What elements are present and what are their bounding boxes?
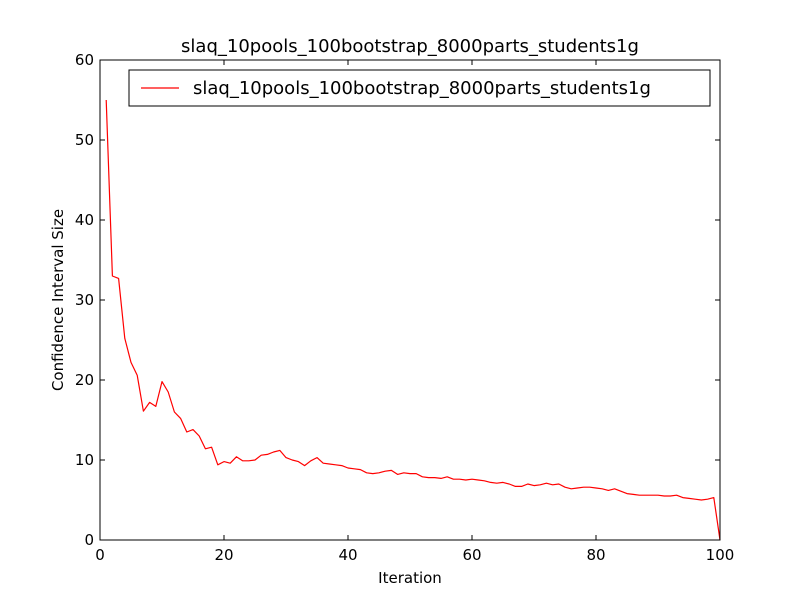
y-tick-label: 20 bbox=[75, 371, 94, 389]
x-tick-label: 40 bbox=[338, 546, 357, 564]
legend-entry-label: slaq_10pools_100bootstrap_8000parts_stud… bbox=[193, 78, 651, 99]
series-layer bbox=[105, 99, 721, 541]
x-tick-label: 100 bbox=[706, 546, 735, 564]
y-tick-label: 40 bbox=[75, 211, 94, 229]
y-tick-label: 30 bbox=[75, 291, 94, 309]
chart-title: slaq_10pools_100bootstrap_8000parts_stud… bbox=[181, 36, 639, 57]
y-tick-label: 50 bbox=[75, 131, 94, 149]
series-line bbox=[105, 99, 721, 541]
x-tick-label: 80 bbox=[586, 546, 605, 564]
y-tick-label: 10 bbox=[75, 451, 94, 469]
x-tick-label: 20 bbox=[214, 546, 233, 564]
y-tick-label: 0 bbox=[84, 531, 94, 549]
plot-area bbox=[100, 60, 720, 540]
y-tick-label: 60 bbox=[75, 51, 94, 69]
y-axis-label: Confidence Interval Size bbox=[49, 209, 67, 391]
x-tick-label: 60 bbox=[462, 546, 481, 564]
x-axis-label: Iteration bbox=[378, 569, 442, 587]
x-tick-label: 0 bbox=[95, 546, 105, 564]
legend-box bbox=[128, 69, 711, 107]
legend: slaq_10pools_100bootstrap_8000parts_stud… bbox=[128, 69, 711, 107]
plot-frame bbox=[99, 59, 721, 541]
